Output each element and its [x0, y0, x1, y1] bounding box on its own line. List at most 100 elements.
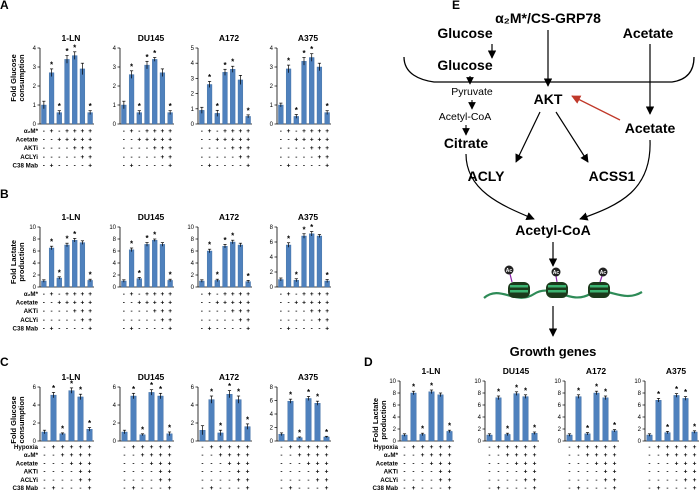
condition-symbol: -: [303, 145, 305, 152]
condition-symbol: -: [224, 317, 226, 324]
significance-star: *: [150, 381, 154, 390]
condition-symbol: -: [586, 460, 588, 467]
condition-symbol: +: [231, 291, 235, 298]
condition-symbol: -: [497, 469, 499, 476]
condition-symbol: -: [74, 317, 76, 324]
condition-symbol: +: [604, 444, 608, 451]
condition-symbol: -: [280, 477, 282, 484]
y-tick-label: 10: [29, 225, 36, 231]
condition-symbol: +: [246, 154, 250, 161]
condition-symbol: -: [657, 477, 659, 484]
condition-symbol: -: [208, 300, 210, 307]
condition-symbol: +: [325, 291, 329, 298]
condition-symbol: -: [577, 452, 579, 459]
condition-symbol: +: [325, 317, 329, 324]
significance-star: *: [533, 424, 537, 433]
condition-symbol: -: [295, 291, 297, 298]
y-axis-label-group: Fold Glucose consumption: [9, 396, 26, 444]
condition-symbol: +: [246, 308, 250, 315]
condition-symbol: -: [421, 477, 423, 484]
condition-symbol: +: [325, 485, 329, 492]
significance-star: *: [326, 102, 330, 111]
condition-symbol: -: [318, 325, 320, 332]
condition-symbol: +: [153, 128, 157, 135]
condition-symbol: -: [648, 485, 650, 492]
condition-symbol: -: [232, 162, 234, 169]
condition-label: C38 Mab: [373, 485, 399, 492]
y-tick-label: 0: [33, 439, 37, 445]
significance-star: *: [586, 424, 590, 433]
condition-symbol: -: [58, 128, 60, 135]
condition-symbol: +: [237, 444, 241, 451]
condition-symbol: -: [280, 162, 282, 169]
condition-symbol: +: [684, 477, 688, 484]
condition-symbol: -: [123, 291, 125, 298]
condition-symbol: -: [43, 317, 45, 324]
significance-star: *: [515, 383, 519, 392]
condition-symbol: +: [231, 128, 235, 135]
y-tick-label: 6: [270, 240, 274, 246]
condition-symbol: +: [595, 444, 599, 451]
y-tick-label: 4: [113, 261, 117, 267]
condition-symbol: -: [307, 477, 309, 484]
significance-star: *: [289, 391, 293, 400]
condition-symbol: -: [58, 317, 60, 324]
condition-symbol: +: [168, 145, 172, 152]
condition-symbol: -: [280, 308, 282, 315]
chart-title: 1-LN: [62, 212, 81, 222]
y-tick-label: 8: [33, 237, 37, 243]
condition-symbol: -: [666, 477, 668, 484]
y-tick-label: 8: [270, 225, 274, 231]
condition-symbol: +: [675, 452, 679, 459]
condition-symbol: -: [208, 137, 210, 144]
condition-symbol: -: [666, 485, 668, 492]
condition-symbol: -: [412, 469, 414, 476]
citrate-label: Citrate: [444, 135, 489, 151]
condition-symbol: +: [289, 485, 293, 492]
arrow-akt-acss1: [555, 111, 589, 163]
condition-symbol: -: [430, 477, 432, 484]
nucleosome-3: Ac: [588, 267, 610, 298]
condition-symbol: -: [316, 485, 318, 492]
condition-symbol: +: [215, 137, 219, 144]
condition-symbol: +: [168, 444, 172, 451]
condition-symbol: +: [70, 444, 74, 451]
condition-symbol: +: [81, 145, 85, 152]
condition-symbol: +: [79, 477, 83, 484]
condition-symbol: -: [201, 325, 203, 332]
condition-symbol: +: [310, 137, 314, 144]
condition-symbol: -: [138, 162, 140, 169]
condition-symbol: +: [430, 444, 434, 451]
condition-symbol: +: [57, 300, 61, 307]
condition-symbol: -: [138, 154, 140, 161]
significance-star: *: [684, 388, 688, 397]
significance-star: *: [52, 384, 56, 393]
condition-symbol: -: [224, 162, 226, 169]
significance-star: *: [310, 223, 314, 232]
significance-star: *: [430, 382, 434, 391]
condition-symbol: +: [219, 452, 223, 459]
condition-symbol: -: [210, 469, 212, 476]
condition-symbol: +: [307, 460, 311, 467]
y-tick-label: 0: [270, 122, 274, 128]
condition-symbol: -: [287, 317, 289, 324]
condition-symbol: +: [318, 137, 322, 144]
condition-symbol: -: [201, 300, 203, 307]
condition-symbol: -: [287, 308, 289, 315]
condition-symbol: +: [50, 128, 54, 135]
condition-symbol: +: [675, 444, 679, 451]
condition-symbol: -: [307, 485, 309, 492]
significance-star: *: [70, 379, 74, 388]
condition-symbol: -: [280, 452, 282, 459]
y-tick-label: 6: [113, 249, 117, 255]
condition-symbol: +: [208, 162, 212, 169]
condition-symbol: -: [79, 485, 81, 492]
condition-symbol: -: [577, 460, 579, 467]
condition-label: α₂M*: [24, 128, 39, 135]
condition-symbol: +: [88, 154, 92, 161]
condition-symbol: +: [325, 300, 329, 307]
condition-symbol: +: [81, 137, 85, 144]
condition-symbol: +: [318, 300, 322, 307]
condition-symbol: -: [311, 317, 313, 324]
condition-symbol: -: [201, 452, 203, 459]
